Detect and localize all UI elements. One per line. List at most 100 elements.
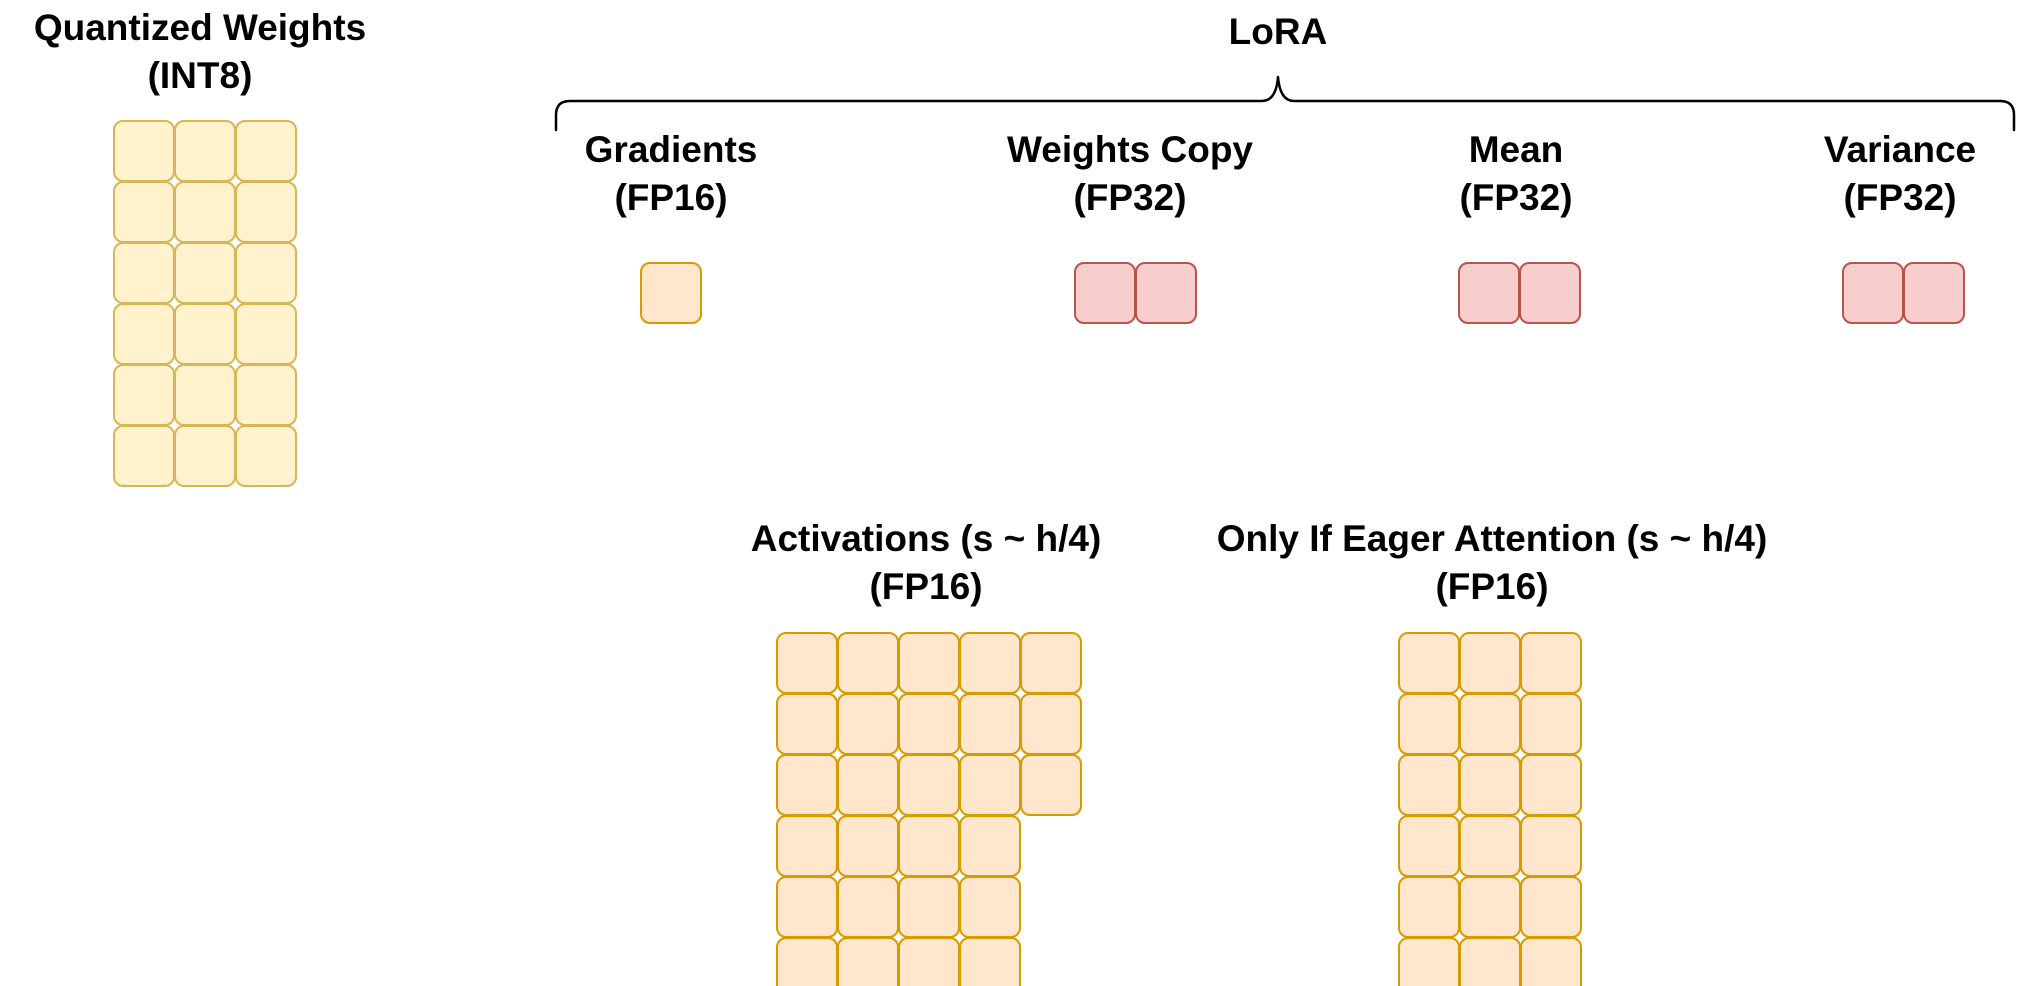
activations-cell — [959, 815, 1021, 877]
eager-attention-cell — [1520, 754, 1582, 816]
eager-attention-label: Only If Eager Attention (s ~ h/4) (FP16) — [1162, 515, 1822, 611]
activations-cell — [959, 693, 1021, 755]
mean-subtitle: (FP32) — [1459, 177, 1573, 218]
quantized-weights-title: Quantized Weights — [33, 7, 367, 48]
activations-cell — [1020, 632, 1082, 694]
activations-cell — [1020, 693, 1082, 755]
weights-copy-label: Weights Copy (FP32) — [950, 126, 1310, 222]
eager-attention-cell — [1459, 815, 1521, 877]
eager-attention-cell — [1459, 754, 1521, 816]
eager-attention-title: Only If Eager Attention (s ~ h/4) — [1216, 518, 1768, 559]
activations-cell — [898, 815, 960, 877]
activations-cell — [959, 876, 1021, 938]
activations-cell — [959, 754, 1021, 816]
mean-title: Mean — [1468, 129, 1564, 170]
variance-subtitle: (FP32) — [1843, 177, 1957, 218]
eager-attention-cell — [1398, 754, 1460, 816]
activations-cell — [776, 815, 838, 877]
mean-grid — [1458, 262, 1581, 324]
activations-cell — [837, 815, 899, 877]
quantized-weights-subtitle: (INT8) — [147, 55, 253, 96]
gradients-cell — [640, 262, 702, 324]
activations-cell — [898, 754, 960, 816]
quantized-weights-cell — [235, 242, 297, 304]
activations-cell — [898, 693, 960, 755]
eager-attention-cell — [1459, 632, 1521, 694]
quantized-weights-cell — [113, 303, 175, 365]
mean-cell — [1458, 262, 1520, 324]
activations-title: Activations (s ~ h/4) — [750, 518, 1102, 559]
eager-attention-cell — [1398, 632, 1460, 694]
activations-cell — [776, 693, 838, 755]
gradients-grid — [640, 262, 702, 324]
variance-cell — [1903, 262, 1965, 324]
weights-copy-title: Weights Copy — [1007, 129, 1253, 170]
eager-attention-cell — [1459, 876, 1521, 938]
variance-label: Variance (FP32) — [1750, 126, 2038, 222]
activations-cell — [959, 937, 1021, 986]
quantized-weights-cell — [174, 303, 236, 365]
activations-cell — [898, 632, 960, 694]
eager-attention-grid — [1398, 632, 1582, 986]
activations-cell — [837, 632, 899, 694]
eager-attention-cell — [1520, 876, 1582, 938]
eager-attention-cell — [1398, 815, 1460, 877]
variance-grid — [1842, 262, 1965, 324]
quantized-weights-cell — [235, 120, 297, 182]
variance-cell — [1842, 262, 1904, 324]
quantized-weights-cell — [174, 120, 236, 182]
eager-attention-cell — [1459, 937, 1521, 986]
weights-copy-grid — [1074, 262, 1197, 324]
quantized-weights-cell — [113, 181, 175, 243]
quantized-weights-cell — [174, 181, 236, 243]
activations-grid — [776, 632, 1082, 986]
quantized-weights-grid — [113, 120, 297, 487]
quantized-weights-cell — [174, 425, 236, 487]
weights-copy-cell — [1135, 262, 1197, 324]
activations-cell — [837, 693, 899, 755]
eager-attention-subtitle: (FP16) — [1435, 566, 1549, 607]
quantized-weights-cell — [113, 364, 175, 426]
activations-cell — [776, 754, 838, 816]
eager-attention-cell — [1398, 937, 1460, 986]
quantized-weights-cell — [235, 181, 297, 243]
variance-title: Variance — [1823, 129, 1977, 170]
gradients-label: Gradients (FP16) — [521, 126, 821, 222]
mean-label: Mean (FP32) — [1386, 126, 1646, 222]
activations-subtitle: (FP16) — [869, 566, 983, 607]
eager-attention-cell — [1398, 876, 1460, 938]
eager-attention-cell — [1520, 937, 1582, 986]
activations-cell — [898, 937, 960, 986]
activations-cell — [959, 632, 1021, 694]
activations-cell — [898, 876, 960, 938]
quantized-weights-cell — [235, 364, 297, 426]
eager-attention-cell — [1398, 693, 1460, 755]
activations-cell — [776, 876, 838, 938]
eager-attention-cell — [1520, 815, 1582, 877]
lora-title-text: LoRA — [1228, 11, 1328, 52]
quantized-weights-cell — [235, 303, 297, 365]
activations-cell — [837, 754, 899, 816]
quantized-weights-cell — [174, 364, 236, 426]
eager-attention-cell — [1520, 693, 1582, 755]
activations-cell — [776, 937, 838, 986]
activations-label: Activations (s ~ h/4) (FP16) — [686, 515, 1166, 611]
quantized-weights-label: Quantized Weights (INT8) — [0, 4, 400, 100]
eager-attention-cell — [1520, 632, 1582, 694]
weights-copy-cell — [1074, 262, 1136, 324]
gradients-subtitle: (FP16) — [614, 177, 728, 218]
eager-attention-cell — [1459, 693, 1521, 755]
lora-title: LoRA — [1178, 8, 1378, 56]
activations-cell — [837, 876, 899, 938]
quantized-weights-cell — [113, 425, 175, 487]
gradients-title: Gradients — [584, 129, 758, 170]
activations-cell — [776, 632, 838, 694]
quantized-weights-cell — [113, 242, 175, 304]
quantized-weights-cell — [235, 425, 297, 487]
weights-copy-subtitle: (FP32) — [1073, 177, 1187, 218]
mean-cell — [1519, 262, 1581, 324]
quantized-weights-cell — [113, 120, 175, 182]
lora-brace — [554, 75, 2016, 132]
quantized-weights-cell — [174, 242, 236, 304]
